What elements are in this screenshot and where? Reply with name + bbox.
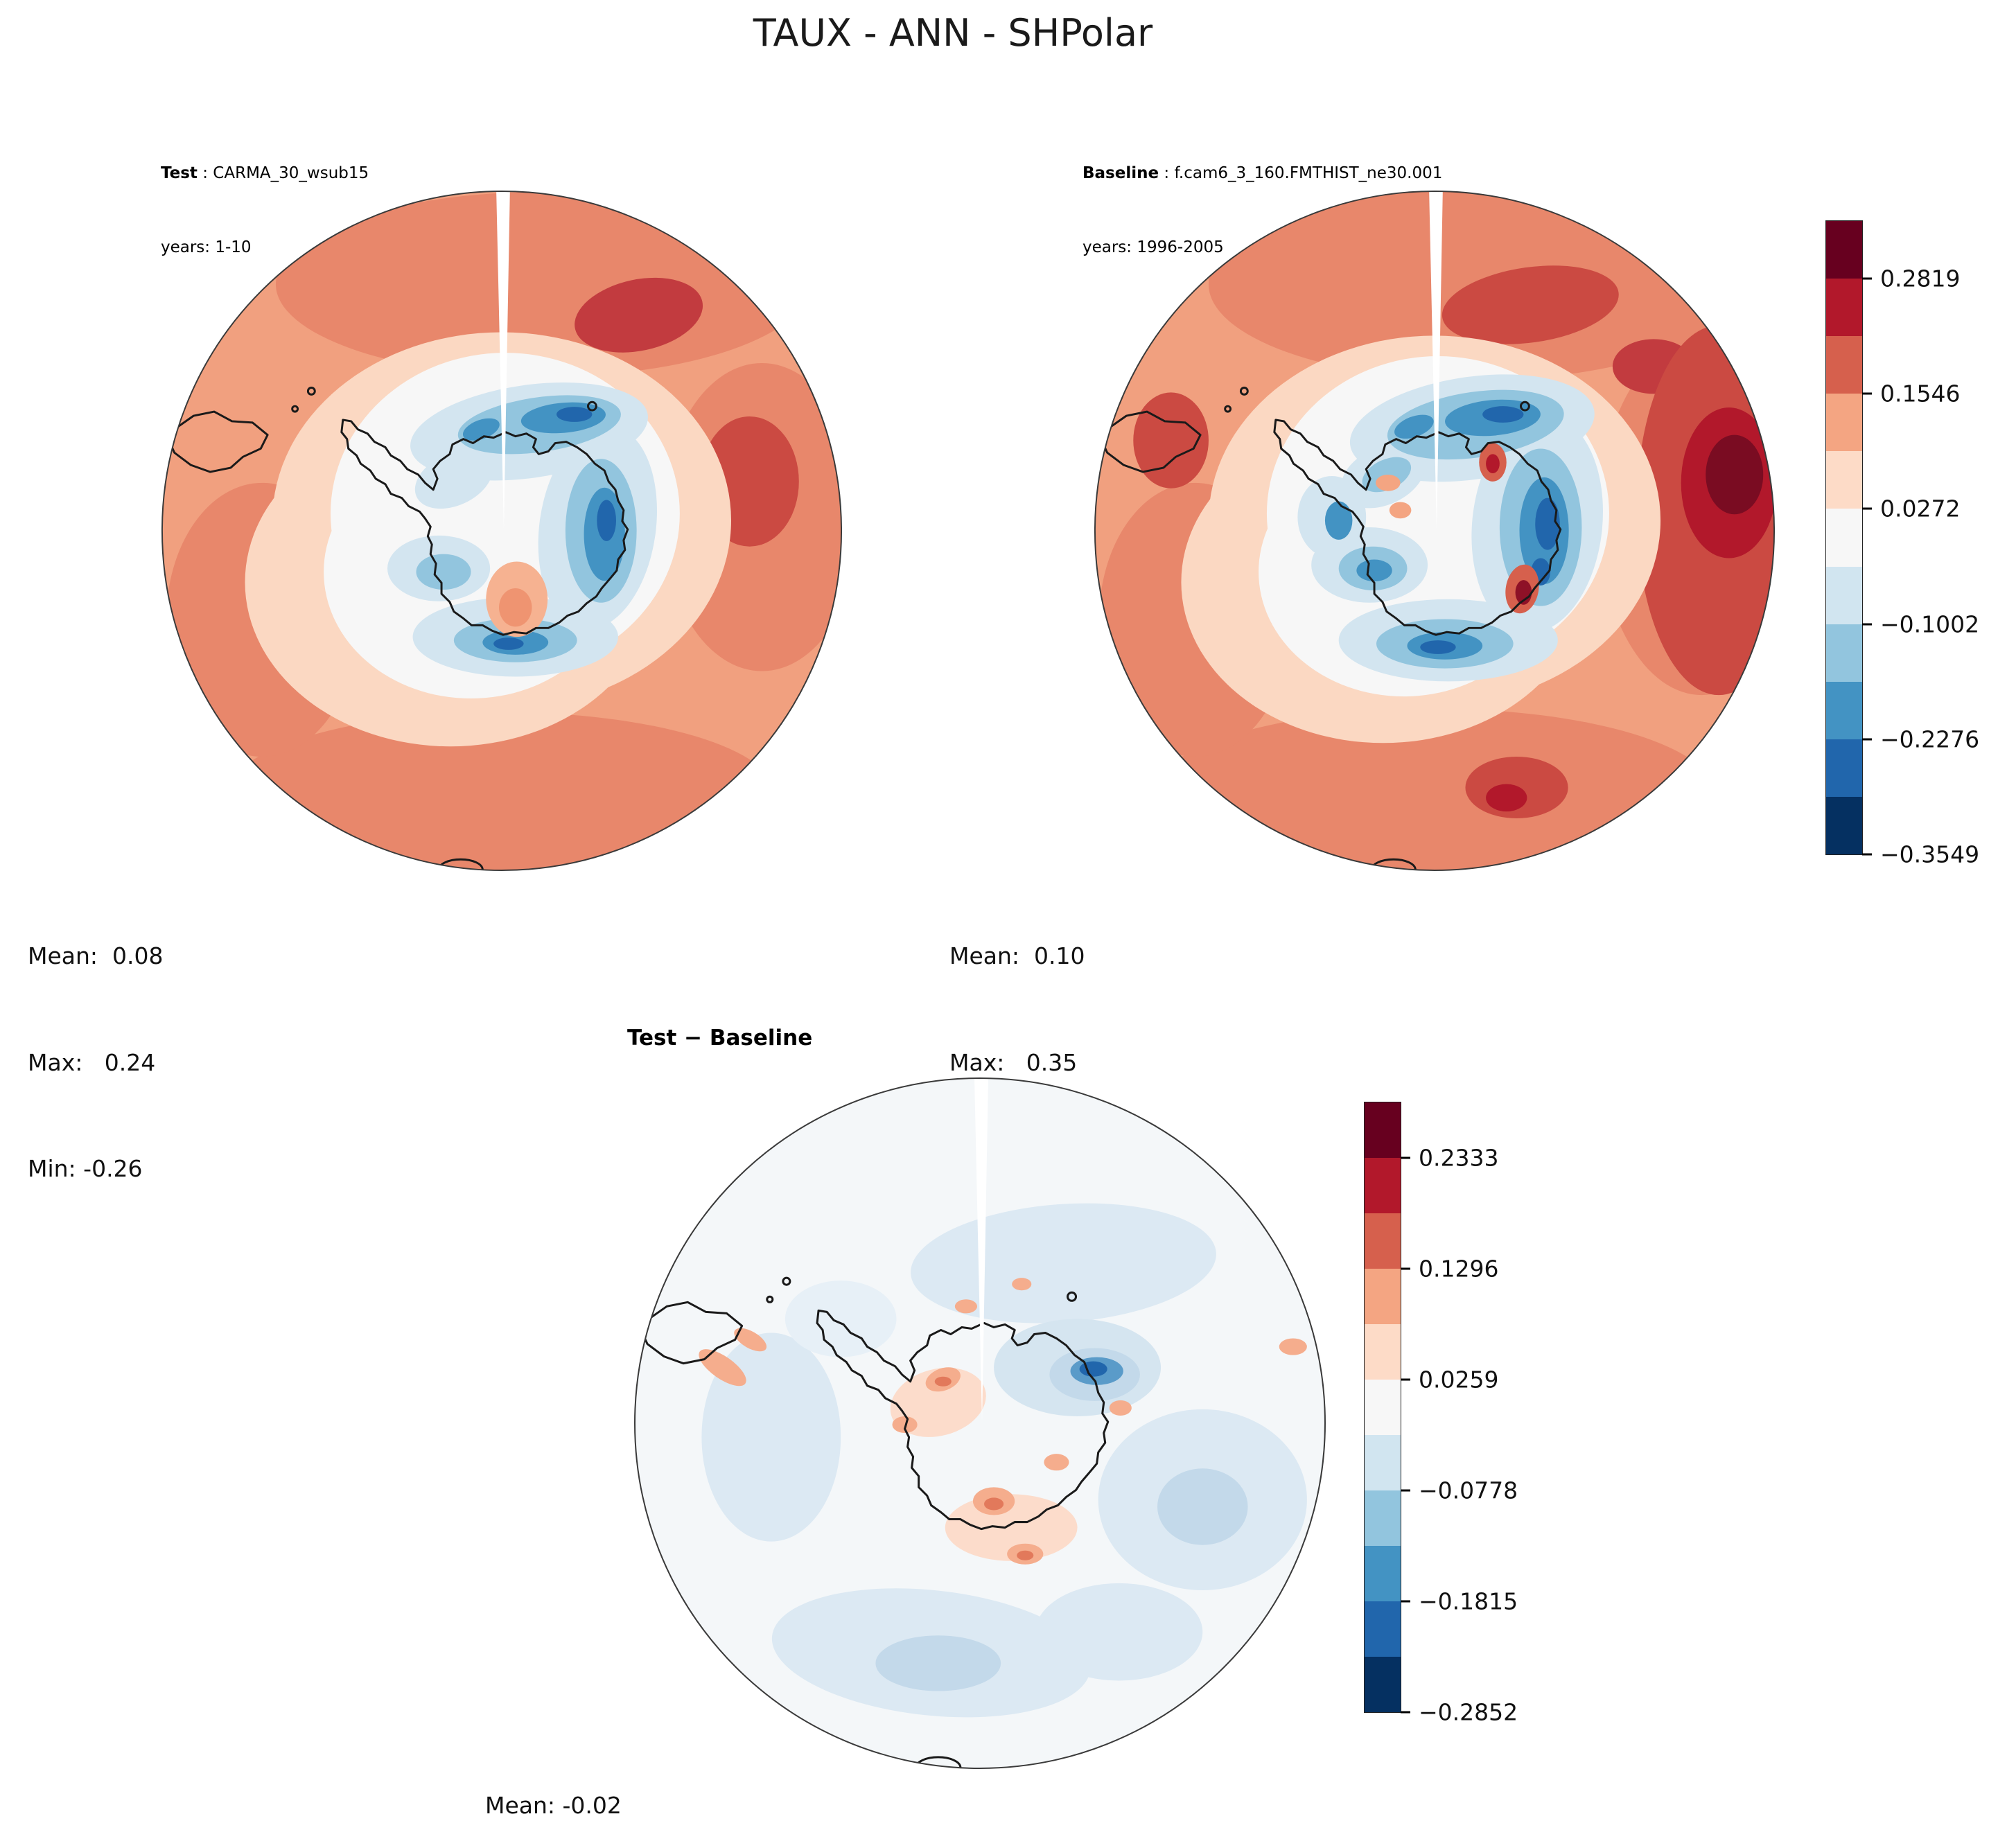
colorbar-segment — [1365, 1657, 1401, 1712]
colorbar-main: 0.2819 0.1546 0.0272 −0.1002 −0.2276 −0.… — [1825, 220, 1979, 868]
colorbar-segment — [1365, 1158, 1401, 1213]
test-panel-header: Test : CARMA_30_wsub15 years: 1-10 — [161, 112, 369, 310]
tick-mark-icon — [1862, 392, 1872, 395]
colorbar-segment — [1365, 1601, 1401, 1657]
colorbar-segment — [1826, 796, 1862, 855]
colorbar-tick-label: −0.2276 — [1880, 725, 1980, 753]
baseline-map-svg — [1094, 190, 1776, 872]
colorbar-tick: 0.2333 — [1401, 1144, 1498, 1171]
colorbar-tick: −0.1002 — [1862, 610, 1979, 637]
colorbar-tick: 0.2819 — [1862, 265, 1960, 292]
colorbar-tick-label: −0.3549 — [1880, 841, 1980, 868]
baseline-panel-header: Baseline : f.cam6_3_160.FMTHIST_ne30.001… — [1083, 112, 1442, 310]
dateline-seam — [974, 1078, 989, 1422]
diff-stats: Mean: -0.02 Max: 0.12 Min: -0.29 — [485, 1717, 622, 1848]
test-label: Test — [161, 164, 198, 183]
colorbar-tick: 0.0272 — [1862, 495, 1960, 522]
colorbar-tick: −0.3549 — [1862, 841, 1979, 868]
map-boundary-circle — [634, 1077, 1326, 1769]
diff-contour-fill-blobs — [635, 1078, 1325, 1768]
page-title: TAUX - ANN - SHPolar — [753, 11, 1153, 55]
test-map-svg — [161, 190, 843, 872]
colorbar-segment — [1365, 1324, 1401, 1380]
colorbar-tick: 0.1296 — [1401, 1255, 1498, 1282]
colorbar-tick-label: 0.1546 — [1880, 380, 1961, 407]
baseline-contour-fill-blobs — [1094, 191, 1775, 871]
colorbar-segment — [1365, 1490, 1401, 1546]
baseline-max: Max: 0.35 — [949, 1048, 1078, 1076]
colorbar-tick-label: −0.0778 — [1419, 1477, 1518, 1504]
dateline-seam — [496, 191, 510, 530]
baseline-dataset-line: Baseline : f.cam6_3_160.FMTHIST_ne30.001 — [1083, 161, 1442, 186]
colorbar-tick-label: 0.1296 — [1419, 1255, 1499, 1283]
colorbar-tick-label: 0.0272 — [1880, 495, 1961, 522]
colorbar-tick-label: 0.2819 — [1880, 265, 1961, 292]
colorbar-tick: −0.0778 — [1401, 1477, 1518, 1504]
colorbar-tick-label: −0.1815 — [1419, 1587, 1518, 1615]
diff-map-svg — [634, 1077, 1326, 1769]
test-map — [159, 188, 844, 873]
colorbar-segment — [1826, 681, 1862, 739]
test-contour-fill-blobs — [161, 191, 842, 871]
colorbar-tick: 0.0259 — [1401, 1366, 1498, 1393]
tick-mark-icon — [1862, 277, 1872, 280]
tick-mark-icon — [1862, 853, 1872, 856]
colorbar-tick: −0.2276 — [1862, 725, 1979, 753]
colorbar-segment — [1826, 566, 1862, 624]
baseline-dataset: : f.cam6_3_160.FMTHIST_ne30.001 — [1159, 164, 1443, 183]
dateline-seam — [1429, 191, 1443, 530]
colorbar-segment — [1826, 336, 1862, 394]
colorbar-segment — [1826, 509, 1862, 567]
test-min: Min: -0.26 — [28, 1155, 143, 1183]
test-dataset: : CARMA_30_wsub15 — [197, 164, 369, 183]
baseline-years: years: 1996-2005 — [1083, 238, 1224, 257]
test-stats: Mean: 0.08 Max: 0.24 Min: -0.26 — [28, 868, 164, 1258]
colorbar-segment — [1365, 1269, 1401, 1324]
tick-mark-icon — [1401, 1267, 1410, 1270]
colorbar-segment — [1826, 221, 1862, 279]
colorbar-tick-label: 0.2333 — [1419, 1144, 1499, 1172]
colorbar-segment — [1826, 451, 1862, 509]
colorbar-segment — [1365, 1546, 1401, 1601]
colorbar-segment — [1365, 1213, 1401, 1269]
tick-mark-icon — [1862, 738, 1872, 741]
diff-map — [632, 1075, 1328, 1771]
colorbar-segment — [1826, 624, 1862, 682]
colorbar-segment — [1826, 279, 1862, 337]
colorbar-tick: 0.1546 — [1862, 380, 1960, 407]
map-boundary-circle — [161, 190, 843, 872]
test-mean: Mean: 0.08 — [28, 942, 164, 970]
colorbar-tick-label: −0.2852 — [1419, 1698, 1518, 1726]
tick-mark-icon — [1862, 623, 1872, 626]
tick-mark-icon — [1401, 1489, 1410, 1492]
diff-mean: Mean: -0.02 — [485, 1792, 622, 1820]
colorbar-tick: −0.1815 — [1401, 1588, 1518, 1615]
colorbar-segment — [1826, 739, 1862, 797]
diff-panel-title: Test − Baseline — [627, 1026, 813, 1050]
colorbar-diff: 0.2333 0.1296 0.0259 −0.0778 −0.1815 −0.… — [1364, 1102, 1518, 1726]
colorbar-tick-label: −0.1002 — [1880, 610, 1980, 638]
colorbar-tick: −0.2852 — [1401, 1699, 1518, 1726]
colorbar-segment — [1365, 1380, 1401, 1435]
tick-mark-icon — [1862, 507, 1872, 510]
colorbar-segment — [1826, 394, 1862, 452]
tick-mark-icon — [1401, 1378, 1410, 1381]
tick-mark-icon — [1401, 1156, 1410, 1159]
tick-mark-icon — [1401, 1711, 1410, 1714]
baseline-label: Baseline — [1083, 164, 1159, 183]
colorbar-tick-label: 0.0259 — [1419, 1366, 1499, 1393]
test-dataset-line: Test : CARMA_30_wsub15 — [161, 161, 369, 186]
baseline-map — [1092, 188, 1777, 873]
colorbar-segment — [1365, 1102, 1401, 1158]
test-max: Max: 0.24 — [28, 1048, 156, 1076]
colorbar-segment — [1365, 1435, 1401, 1490]
test-years: years: 1-10 — [161, 238, 252, 257]
tick-mark-icon — [1401, 1600, 1410, 1603]
map-boundary-circle — [1094, 190, 1776, 872]
baseline-mean: Mean: 0.10 — [949, 942, 1085, 970]
